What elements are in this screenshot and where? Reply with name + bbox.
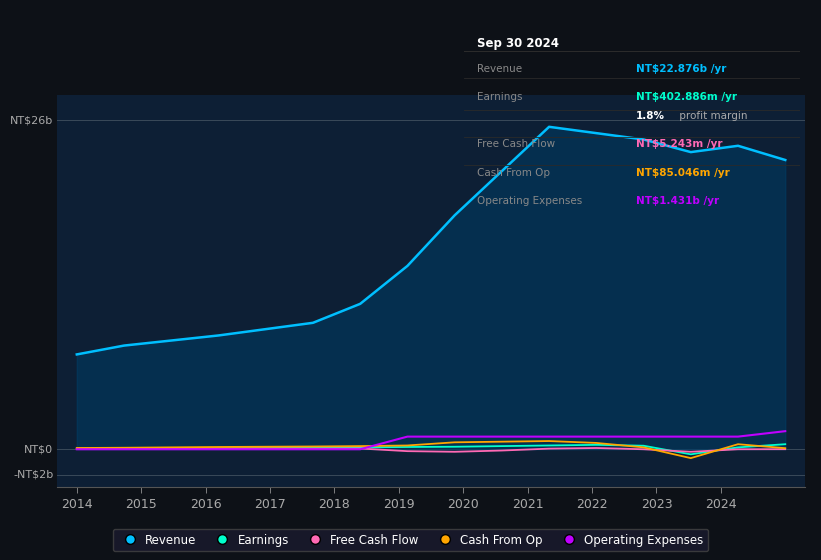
Text: NT$5.243m /yr: NT$5.243m /yr	[635, 139, 722, 149]
Text: NT$1.431b /yr: NT$1.431b /yr	[635, 197, 718, 207]
Text: Sep 30 2024: Sep 30 2024	[477, 37, 559, 50]
Text: NT$26b: NT$26b	[10, 115, 53, 125]
Text: NT$22.876b /yr: NT$22.876b /yr	[635, 63, 726, 73]
Text: Free Cash Flow: Free Cash Flow	[477, 139, 556, 149]
Text: NT$402.886m /yr: NT$402.886m /yr	[635, 92, 736, 102]
Text: NT$0: NT$0	[25, 444, 53, 454]
Text: Earnings: Earnings	[477, 92, 523, 102]
Text: profit margin: profit margin	[676, 110, 747, 120]
Text: Cash From Op: Cash From Op	[477, 168, 550, 178]
Legend: Revenue, Earnings, Free Cash Flow, Cash From Op, Operating Expenses: Revenue, Earnings, Free Cash Flow, Cash …	[113, 529, 708, 551]
Text: Revenue: Revenue	[477, 63, 522, 73]
Text: NT$85.046m /yr: NT$85.046m /yr	[635, 168, 729, 178]
Text: Operating Expenses: Operating Expenses	[477, 197, 583, 207]
Text: 1.8%: 1.8%	[635, 110, 664, 120]
Text: -NT$2b: -NT$2b	[13, 469, 53, 479]
